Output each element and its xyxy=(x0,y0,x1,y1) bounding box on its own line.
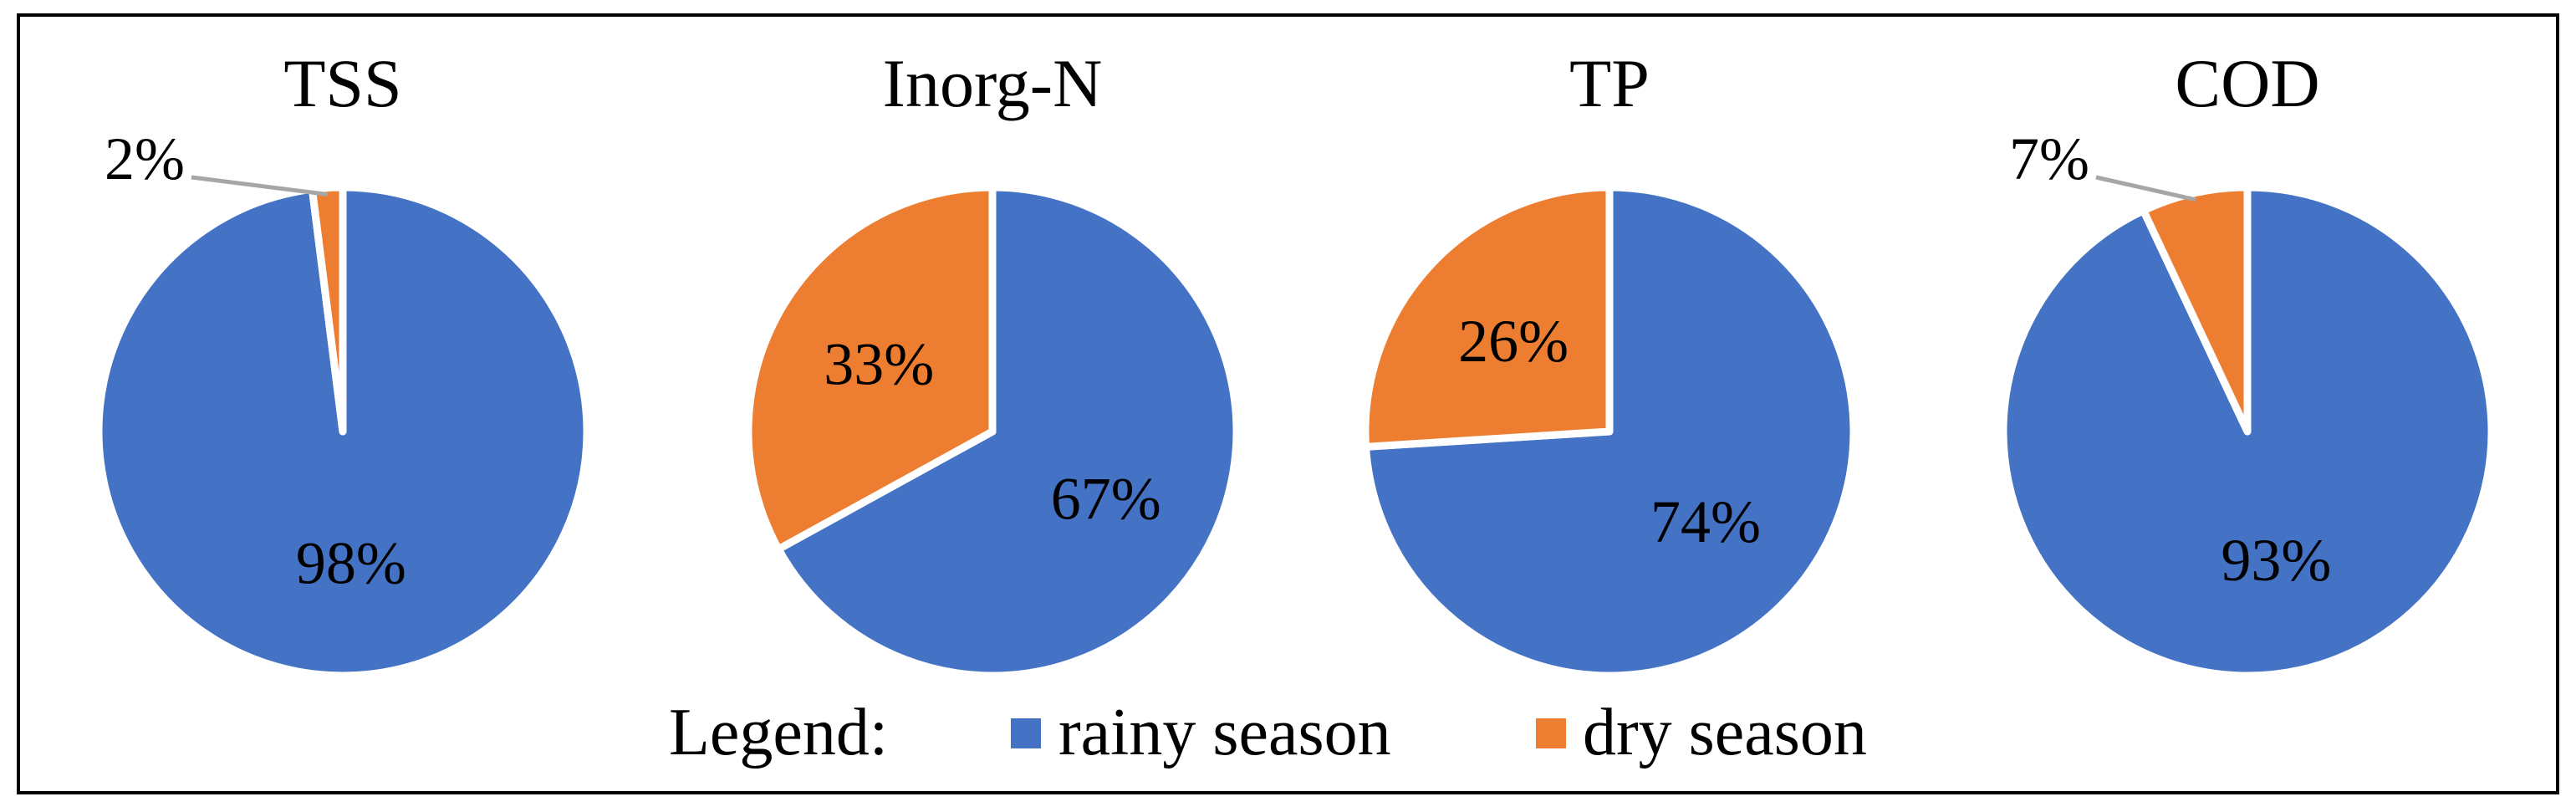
slice-inorg-n-rainy-season xyxy=(774,183,1241,680)
pie-tp: TP 74% 26% xyxy=(1361,45,1858,680)
pie-title-tss: TSS xyxy=(283,45,401,121)
pie-inorg-n: Inorg-N 67% 33% xyxy=(744,45,1241,680)
pie-charts-group: TSS 98% 2% Inorg-N 67% 33% TP 74% 26% COD 93% 7% xyxy=(94,45,2496,680)
slice-tss-dry-season xyxy=(308,183,347,436)
legend-swatch-dry-season xyxy=(1536,718,1566,748)
legend-title: Legend: xyxy=(669,696,888,769)
leader-line-cod xyxy=(2095,175,2196,202)
pie-title-cod: COD xyxy=(2175,45,2319,121)
data-label-inorg-n-rainy-season: 67% xyxy=(1051,465,1161,532)
data-label-tp-rainy-season: 74% xyxy=(1650,488,1761,555)
pie-title-inorg-n: Inorg-N xyxy=(883,45,1103,121)
data-label-cod-rainy-season: 93% xyxy=(2221,527,2331,594)
slice-inorg-n-dry-season xyxy=(744,183,997,554)
legend-label-dry-season: dry season xyxy=(1583,696,1867,769)
pie-cod: COD 93% 7% xyxy=(1999,45,2496,680)
pie-tss: TSS 98% 2% xyxy=(94,45,591,680)
legend-label-rainy-season: rainy season xyxy=(1058,696,1391,769)
data-label-tss-dry-season: 2% xyxy=(105,125,185,192)
data-label-tss-rainy-season: 98% xyxy=(296,529,406,596)
leader-line-tss xyxy=(191,175,329,197)
data-label-cod-dry-season: 7% xyxy=(2009,125,2089,192)
legend: Legend: rainy season dry season xyxy=(669,696,1867,769)
data-label-tp-dry-season: 26% xyxy=(1458,308,1569,375)
pie-title-tp: TP xyxy=(1569,45,1650,121)
slice-cod-dry-season xyxy=(2140,183,2252,436)
data-label-inorg-n-dry-season: 33% xyxy=(824,331,934,398)
slice-cod-rainy-season xyxy=(1999,183,2496,680)
legend-swatch-rainy-season xyxy=(1011,718,1041,748)
slice-tp-dry-season xyxy=(1361,183,1614,451)
